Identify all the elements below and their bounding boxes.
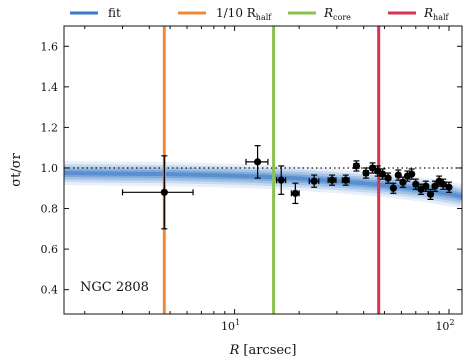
marker-13 (389, 184, 397, 192)
xtick-label-exp-0: 1 (235, 318, 240, 327)
legend-label-r-half-sub: half (433, 13, 449, 22)
x-axis-label: R [arcsec] (229, 343, 297, 358)
data-point-2 (276, 165, 287, 195)
data-point-21 (426, 188, 435, 201)
data-point-19 (417, 183, 425, 195)
data-point-14 (394, 169, 402, 181)
data-point-15 (399, 176, 407, 188)
ytick-label-0: 0.4 (41, 284, 59, 297)
axis-ticks (64, 26, 462, 314)
ytick-label-4: 1.2 (41, 121, 59, 134)
x-axis-label-unit: [arcsec] (243, 343, 296, 358)
data-point-3 (290, 182, 300, 205)
marker-4 (310, 177, 318, 185)
data-point-5 (327, 174, 337, 186)
plot-area (64, 26, 462, 314)
xtick-label-1: 102 (435, 318, 454, 333)
data-point-8 (362, 167, 370, 179)
axes-frame (63, 25, 463, 315)
marker-22 (431, 182, 439, 190)
xtick-label-base-0: 10 (221, 320, 235, 333)
marker-2 (277, 176, 285, 184)
data-point-1 (245, 145, 269, 179)
marker-17 (408, 170, 416, 178)
data-point-7 (352, 160, 361, 172)
xtick-label-base-1: 10 (435, 320, 449, 333)
ytick-label-3: 1.0 (41, 162, 59, 175)
legend-label-r-core-sub: core (333, 13, 351, 22)
marker-21 (426, 190, 435, 198)
legend-label-tenth-r-half-main: 1/10 R (216, 6, 257, 20)
marker-8 (362, 169, 370, 177)
legend-entry-fit: fit (70, 6, 121, 20)
marker-12 (384, 174, 392, 182)
y-axis-label: σt/σr (9, 152, 24, 186)
ytick-label-2: 0.8 (41, 203, 59, 216)
data-point-24 (439, 178, 447, 190)
marker-1 (253, 158, 262, 166)
data-point-11 (378, 168, 387, 180)
xtick-label-exp-1: 2 (449, 318, 454, 327)
marker-5 (328, 176, 336, 184)
data-point-13 (389, 182, 397, 194)
legend-label-r-core: Rcore (323, 6, 351, 22)
legend-label-fit: fit (108, 6, 121, 20)
xtick-label-0: 101 (221, 318, 240, 333)
data-point-25 (445, 181, 453, 193)
marker-11 (378, 170, 387, 178)
data-point-6 (341, 174, 350, 186)
legend: fit 1/10 Rhalf Rcore Rhalf (70, 6, 450, 22)
marker-0 (160, 188, 168, 196)
data-point-12 (384, 172, 392, 184)
ytick-label-6: 1.6 (41, 40, 59, 53)
ytick-label-1: 0.6 (41, 243, 59, 256)
marker-15 (399, 178, 407, 186)
ytick-label-5: 1.4 (41, 81, 59, 94)
legend-label-r-half: Rhalf (423, 6, 450, 22)
legend-entry-r-half: Rhalf (388, 6, 450, 22)
marker-3 (291, 189, 299, 197)
marker-24 (439, 180, 447, 188)
legend-label-tenth-r-half-sub: half (256, 13, 272, 22)
legend-label-r-core-main: R (323, 6, 333, 20)
marker-6 (342, 176, 350, 184)
marker-20 (422, 182, 430, 190)
data-point-18 (412, 178, 420, 190)
data-point-4 (308, 174, 320, 188)
marker-18 (412, 180, 420, 188)
legend-entry-r-core: Rcore (288, 6, 351, 22)
legend-entry-tenth-r-half: 1/10 Rhalf (178, 6, 272, 22)
marker-25 (445, 183, 453, 191)
data-points (121, 145, 453, 230)
x-axis-label-main: R (229, 343, 240, 358)
legend-label-r-half-main: R (423, 6, 433, 20)
marker-7 (352, 162, 361, 170)
legend-label-tenth-r-half: 1/10 Rhalf (216, 6, 272, 22)
data-point-0 (121, 155, 194, 230)
cluster-annotation: NGC 2808 (80, 280, 149, 295)
data-point-20 (422, 180, 430, 192)
